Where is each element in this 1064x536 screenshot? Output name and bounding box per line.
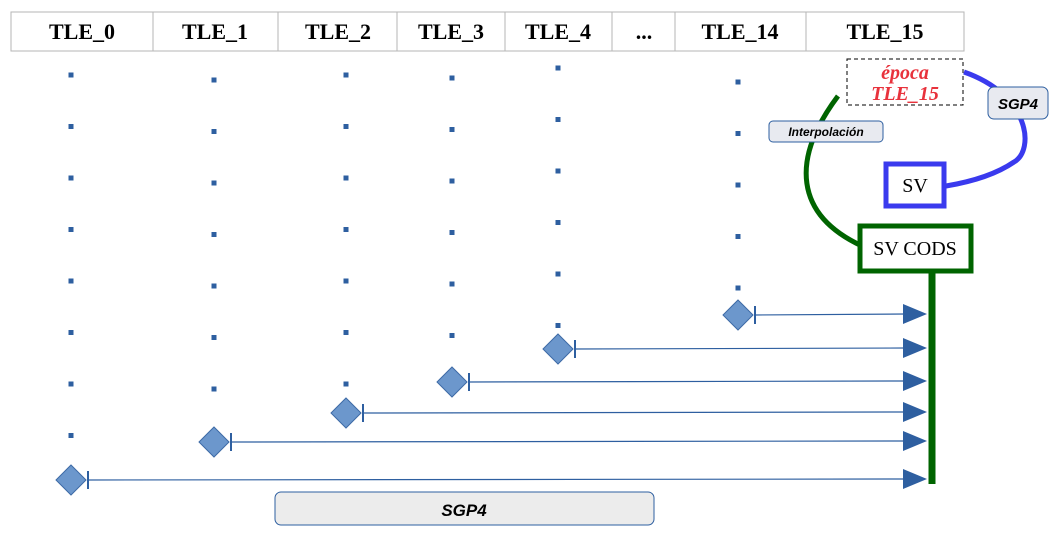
header-ellipsis: ... — [636, 19, 653, 44]
propagated-point — [211, 129, 217, 134]
propagated-point — [449, 333, 455, 338]
propagation-arrow — [362, 411, 906, 414]
propagated-point — [211, 232, 217, 237]
header-tle-2: TLE_2 — [305, 19, 371, 44]
epoch-label-line2: TLE_15 — [871, 83, 939, 105]
tle-epoch-marker — [198, 426, 230, 458]
sv-cods-label: SV CODS — [873, 238, 957, 260]
arrow-head — [903, 304, 927, 324]
propagated-point — [555, 323, 561, 328]
propagated-point — [449, 281, 455, 287]
arrow-head — [903, 469, 927, 489]
propagated-point — [68, 381, 74, 387]
tle-epoch-marker — [542, 333, 574, 365]
sgp4-bottom-label: SGP4 — [441, 501, 487, 520]
interpolation-curve — [803, 94, 864, 249]
propagated-point — [555, 220, 561, 225]
header-tle-0: TLE_0 — [49, 19, 115, 44]
propagated-point — [343, 381, 349, 387]
sgp4-bottom-box: SGP4 — [274, 491, 655, 526]
arrow-head — [903, 402, 927, 422]
propagated-points — [68, 65, 741, 438]
epoch-tle15-box: época TLE_15 — [846, 58, 964, 106]
propagation-arrow — [754, 313, 906, 316]
propagated-point — [555, 168, 561, 174]
propagated-point — [735, 285, 741, 291]
sgp4-label-box: SGP4 — [987, 86, 1049, 120]
propagated-point — [211, 386, 217, 392]
arrow-head — [903, 371, 927, 391]
propagation-arrow — [574, 347, 906, 350]
propagated-point — [343, 278, 349, 284]
propagated-point — [68, 433, 74, 438]
propagated-point — [343, 72, 349, 78]
sv-label: SV — [902, 175, 928, 197]
tle-epoch-marker — [436, 366, 468, 398]
propagated-point — [343, 330, 349, 335]
propagated-point — [449, 230, 455, 235]
header-tle-14: TLE_14 — [701, 19, 778, 44]
propagated-point — [211, 335, 217, 340]
propagation-arrow — [468, 380, 906, 383]
propagated-point — [343, 227, 349, 232]
propagation-arrow — [230, 440, 906, 443]
propagated-point — [449, 75, 455, 81]
propagated-point — [343, 124, 349, 129]
interpolacion-label: Interpolación — [788, 125, 863, 139]
sgp4-top-label: SGP4 — [998, 96, 1039, 113]
arrow-head — [903, 431, 927, 451]
sv-box: SV — [883, 161, 947, 209]
tle-epoch-markers — [55, 299, 754, 496]
arrow-head — [903, 338, 927, 358]
header-tle-3: TLE_3 — [418, 19, 484, 44]
tle-header-table: TLE_0 TLE_1 TLE_2 TLE_3 TLE_4 ... TLE_14… — [10, 11, 965, 52]
propagated-point — [735, 234, 741, 239]
propagated-point — [555, 117, 561, 122]
tle-epoch-marker — [330, 397, 362, 429]
header-tle-4: TLE_4 — [525, 19, 591, 44]
propagated-point — [68, 175, 74, 181]
propagated-point — [735, 79, 741, 85]
tle-epoch-marker — [55, 464, 87, 496]
propagated-point — [68, 278, 74, 284]
propagation-arrow — [87, 478, 906, 481]
propagation-arrows — [87, 304, 927, 489]
propagated-point — [449, 178, 455, 184]
propagated-point — [68, 227, 74, 232]
propagated-point — [343, 175, 349, 181]
propagated-point — [449, 127, 455, 132]
propagated-point — [211, 77, 217, 83]
propagated-point — [555, 271, 561, 277]
tle-epoch-marker — [722, 299, 754, 331]
sv-cods-box: SV CODS — [857, 223, 974, 274]
propagated-point — [555, 65, 561, 71]
propagated-point — [735, 182, 741, 188]
header-tle-1: TLE_1 — [182, 19, 248, 44]
propagated-point — [211, 283, 217, 289]
epoch-label-line1: época — [881, 62, 929, 84]
propagated-point — [68, 124, 74, 129]
interpolacion-label-box: Interpolación — [768, 120, 884, 143]
header-tle-15: TLE_15 — [846, 19, 923, 44]
propagated-point — [68, 72, 74, 78]
propagated-point — [211, 180, 217, 186]
propagated-point — [68, 330, 74, 335]
propagated-point — [735, 131, 741, 136]
